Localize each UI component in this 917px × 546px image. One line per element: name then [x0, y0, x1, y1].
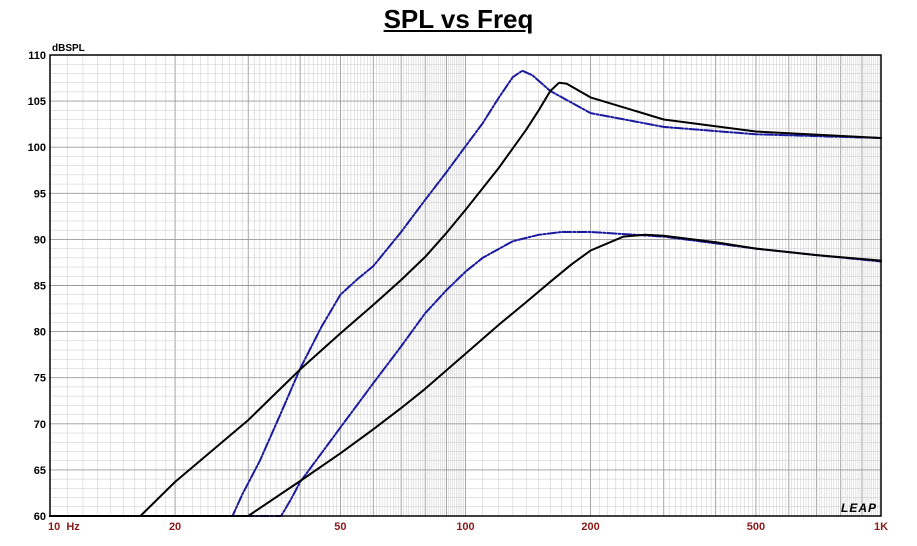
y-tick-label: 85	[34, 281, 46, 293]
y-tick-label: 105	[28, 96, 46, 108]
grid-lines	[50, 55, 881, 516]
y-tick-label: 100	[28, 142, 46, 154]
y-tick-label: 95	[34, 188, 46, 200]
y-axis-ticks: 60 65 70 75 80 85 90 95 100 105 110	[28, 50, 46, 523]
y-tick-label: 60	[34, 511, 46, 523]
y-tick-label: 110	[28, 50, 46, 62]
series-line-4	[49, 233, 882, 517]
x-tick-label: 200	[581, 521, 599, 533]
x-tick-label: 10 Hz	[48, 521, 80, 533]
x-tick-label: 50	[334, 521, 346, 533]
y-tick-label: 70	[34, 419, 46, 431]
plot-frame	[49, 54, 882, 517]
series-line-2	[49, 81, 882, 517]
x-tick-label: 500	[747, 521, 765, 533]
leap-logo: LEAP	[841, 501, 877, 515]
x-axis-ticks: 10 Hz 20 50 100 200 500 1K	[48, 521, 888, 533]
x-tick-label: 100	[456, 521, 474, 533]
y-tick-label: 65	[34, 465, 46, 477]
x-tick-label: 1K	[874, 521, 888, 533]
y-tick-label: 80	[34, 327, 46, 339]
y-axis-label: dBSPL	[52, 43, 85, 54]
series-lines	[49, 69, 882, 517]
y-tick-label: 75	[34, 373, 46, 385]
y-tick-label: 90	[34, 234, 46, 246]
x-tick-label: 20	[169, 521, 181, 533]
chart-title: SPL vs Freq	[383, 4, 534, 34]
series-line-1	[49, 69, 882, 517]
